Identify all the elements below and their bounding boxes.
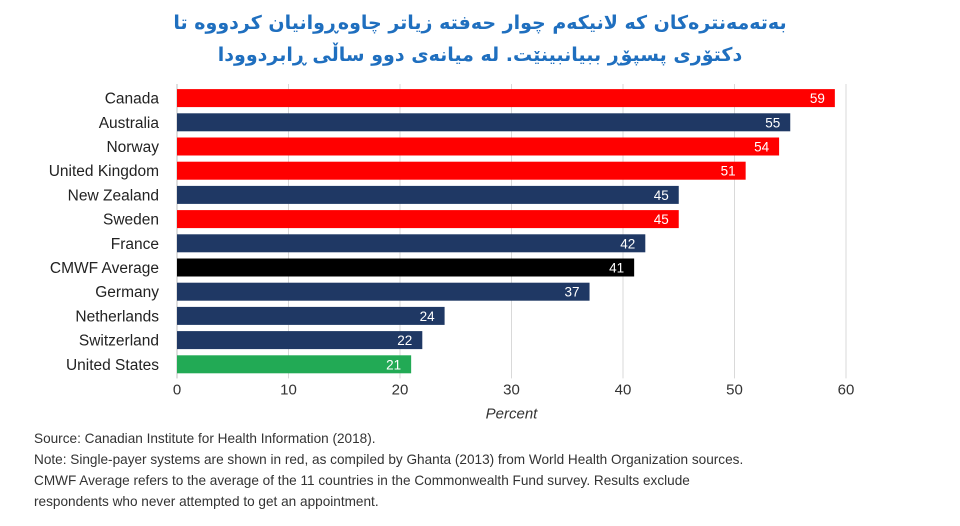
category-label: New Zealand [68, 187, 159, 204]
bar [177, 331, 423, 350]
bar [177, 210, 679, 229]
category-label: Sweden [103, 212, 159, 229]
data-label: 51 [721, 164, 736, 179]
data-label: 54 [754, 140, 770, 155]
x-tick-label: 50 [726, 381, 743, 398]
bars [177, 89, 835, 374]
note-line-2: CMWF Average refers to the average of th… [34, 473, 690, 488]
data-label: 42 [620, 236, 635, 251]
category-label: Norway [106, 139, 159, 156]
data-label: 21 [386, 357, 401, 372]
x-tick-label: 10 [280, 381, 297, 398]
bar [177, 137, 780, 156]
category-label: CMWF Average [50, 260, 159, 277]
bar [177, 258, 635, 277]
bar [177, 89, 835, 108]
bar [177, 185, 679, 204]
x-tick-labels: 0 10 20 30 40 50 60 [173, 381, 855, 398]
category-label: United Kingdom [49, 163, 159, 180]
x-tick-label: 60 [838, 381, 855, 398]
chart-title-line-2: دکتۆری پسپۆڕ ببیانبینێت. لە میانەی دوو س… [217, 44, 743, 66]
category-label: Switzerland [79, 333, 159, 350]
x-axis-label: Percent [486, 405, 539, 422]
bar [177, 355, 412, 374]
category-label: Germany [95, 284, 159, 301]
bar [177, 113, 791, 132]
bar [177, 306, 445, 325]
x-tick-label: 30 [503, 381, 520, 398]
note-line-1: Note: Single-payer systems are shown in … [34, 452, 744, 467]
data-label: 24 [420, 309, 436, 324]
category-label: Netherlands [75, 308, 159, 325]
data-label: 37 [565, 285, 580, 300]
data-label: 45 [654, 212, 669, 227]
x-tick-label: 0 [173, 381, 181, 398]
category-label: Australia [99, 115, 160, 132]
category-label: Canada [105, 91, 160, 108]
category-labels: Canada Australia Norway United Kingdom New Z… [49, 91, 160, 374]
grid-lines [176, 84, 847, 379]
category-label: France [111, 236, 159, 253]
data-label: 45 [654, 188, 669, 203]
x-tick-label: 20 [392, 381, 409, 398]
data-label: 41 [609, 261, 624, 276]
source-note: Source: Canadian Institute for Health In… [34, 431, 376, 446]
data-label: 59 [810, 91, 825, 106]
data-label: 55 [765, 115, 780, 130]
x-tick-label: 40 [615, 381, 632, 398]
chart-title-line-1: بەتەمەنترەکان کە لانیکەم چوار حەفتە زیات… [173, 12, 787, 34]
note-line-3: respondents who never attempted to get a… [34, 494, 379, 509]
category-label: United States [66, 357, 159, 374]
data-labels: 59 55 54 51 45 45 42 41 37 24 22 21 [386, 91, 825, 372]
chart-notes: Source: Canadian Institute for Health In… [34, 428, 934, 512]
data-label: 22 [397, 333, 412, 348]
bar [177, 234, 646, 253]
bar [177, 282, 590, 301]
bar [177, 161, 746, 180]
